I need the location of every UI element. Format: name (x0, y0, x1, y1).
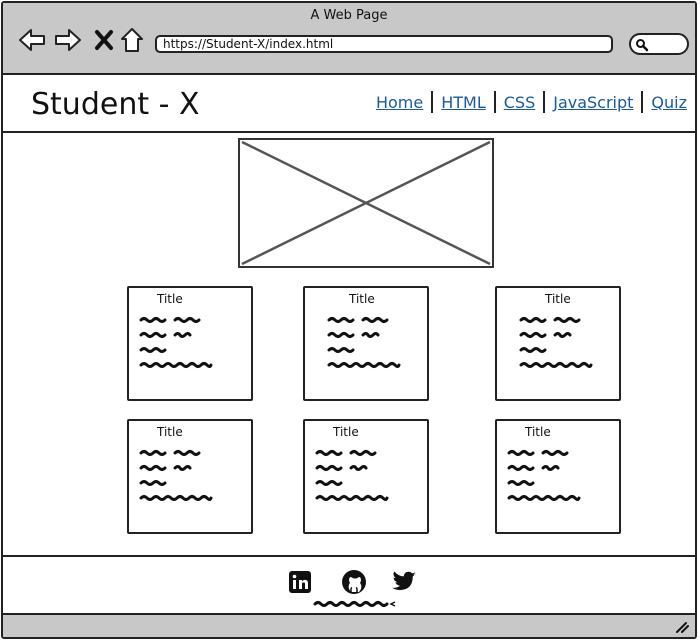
placeholder-text-scribble (315, 450, 389, 501)
content-card[interactable]: Title (303, 419, 429, 534)
content-card[interactable]: Title (127, 419, 253, 534)
nav-html[interactable]: HTML (441, 92, 486, 112)
home-icon[interactable] (117, 25, 147, 55)
card-title: Title (157, 292, 183, 306)
nav-divider (543, 91, 546, 113)
url-text: https://Student-X/index.html (163, 37, 334, 51)
card-title: Title (545, 292, 571, 306)
nav-css[interactable]: CSS (503, 92, 536, 112)
card-title: Title (157, 425, 183, 439)
footer-text-scribble (313, 601, 396, 607)
placeholder-text-scribble (139, 450, 213, 501)
browser-toolbar: A Web Page https://Student-X/index.html (3, 3, 695, 75)
placeholder-text-scribble (519, 317, 593, 368)
address-bar[interactable]: https://Student-X/index.html (155, 35, 613, 53)
nav-divider (641, 91, 644, 113)
content-card[interactable]: Title (495, 286, 621, 401)
image-placeholder-icon (241, 140, 491, 266)
placeholder-text-scribble (507, 450, 581, 501)
site-footer (3, 555, 695, 615)
card-title: Title (525, 425, 551, 439)
main-nav: Home HTML CSS JavaScript Quiz (368, 91, 687, 113)
back-arrow-icon[interactable] (17, 25, 47, 55)
close-icon[interactable] (89, 25, 119, 55)
github-icon[interactable] (341, 569, 367, 595)
placeholder-text-scribble (327, 317, 401, 368)
nav-divider (431, 91, 434, 113)
linkedin-icon[interactable] (287, 569, 313, 595)
hero-image-placeholder (238, 138, 494, 268)
forward-arrow-icon[interactable] (53, 25, 83, 55)
site-brand[interactable]: Student - X (31, 87, 200, 122)
twitter-icon[interactable] (391, 569, 417, 595)
window-title: A Web Page (310, 8, 388, 23)
card-title: Title (333, 425, 359, 439)
browser-search-field[interactable] (629, 33, 689, 55)
nav-home[interactable]: Home (375, 92, 424, 112)
content-card[interactable]: Title (303, 286, 429, 401)
nav-javascript[interactable]: JavaScript (553, 92, 634, 112)
browser-statusbar (3, 615, 695, 637)
site-header: Student - X Home HTML CSS JavaScript Qui… (3, 75, 695, 133)
placeholder-text-scribble (139, 317, 213, 368)
nav-quiz[interactable]: Quiz (651, 92, 687, 112)
nav-divider (493, 91, 496, 113)
card-title: Title (349, 292, 375, 306)
content-card[interactable]: Title (127, 286, 253, 401)
content-card[interactable]: Title (495, 419, 621, 534)
resize-grip-icon[interactable] (675, 621, 689, 633)
search-icon (636, 39, 649, 52)
